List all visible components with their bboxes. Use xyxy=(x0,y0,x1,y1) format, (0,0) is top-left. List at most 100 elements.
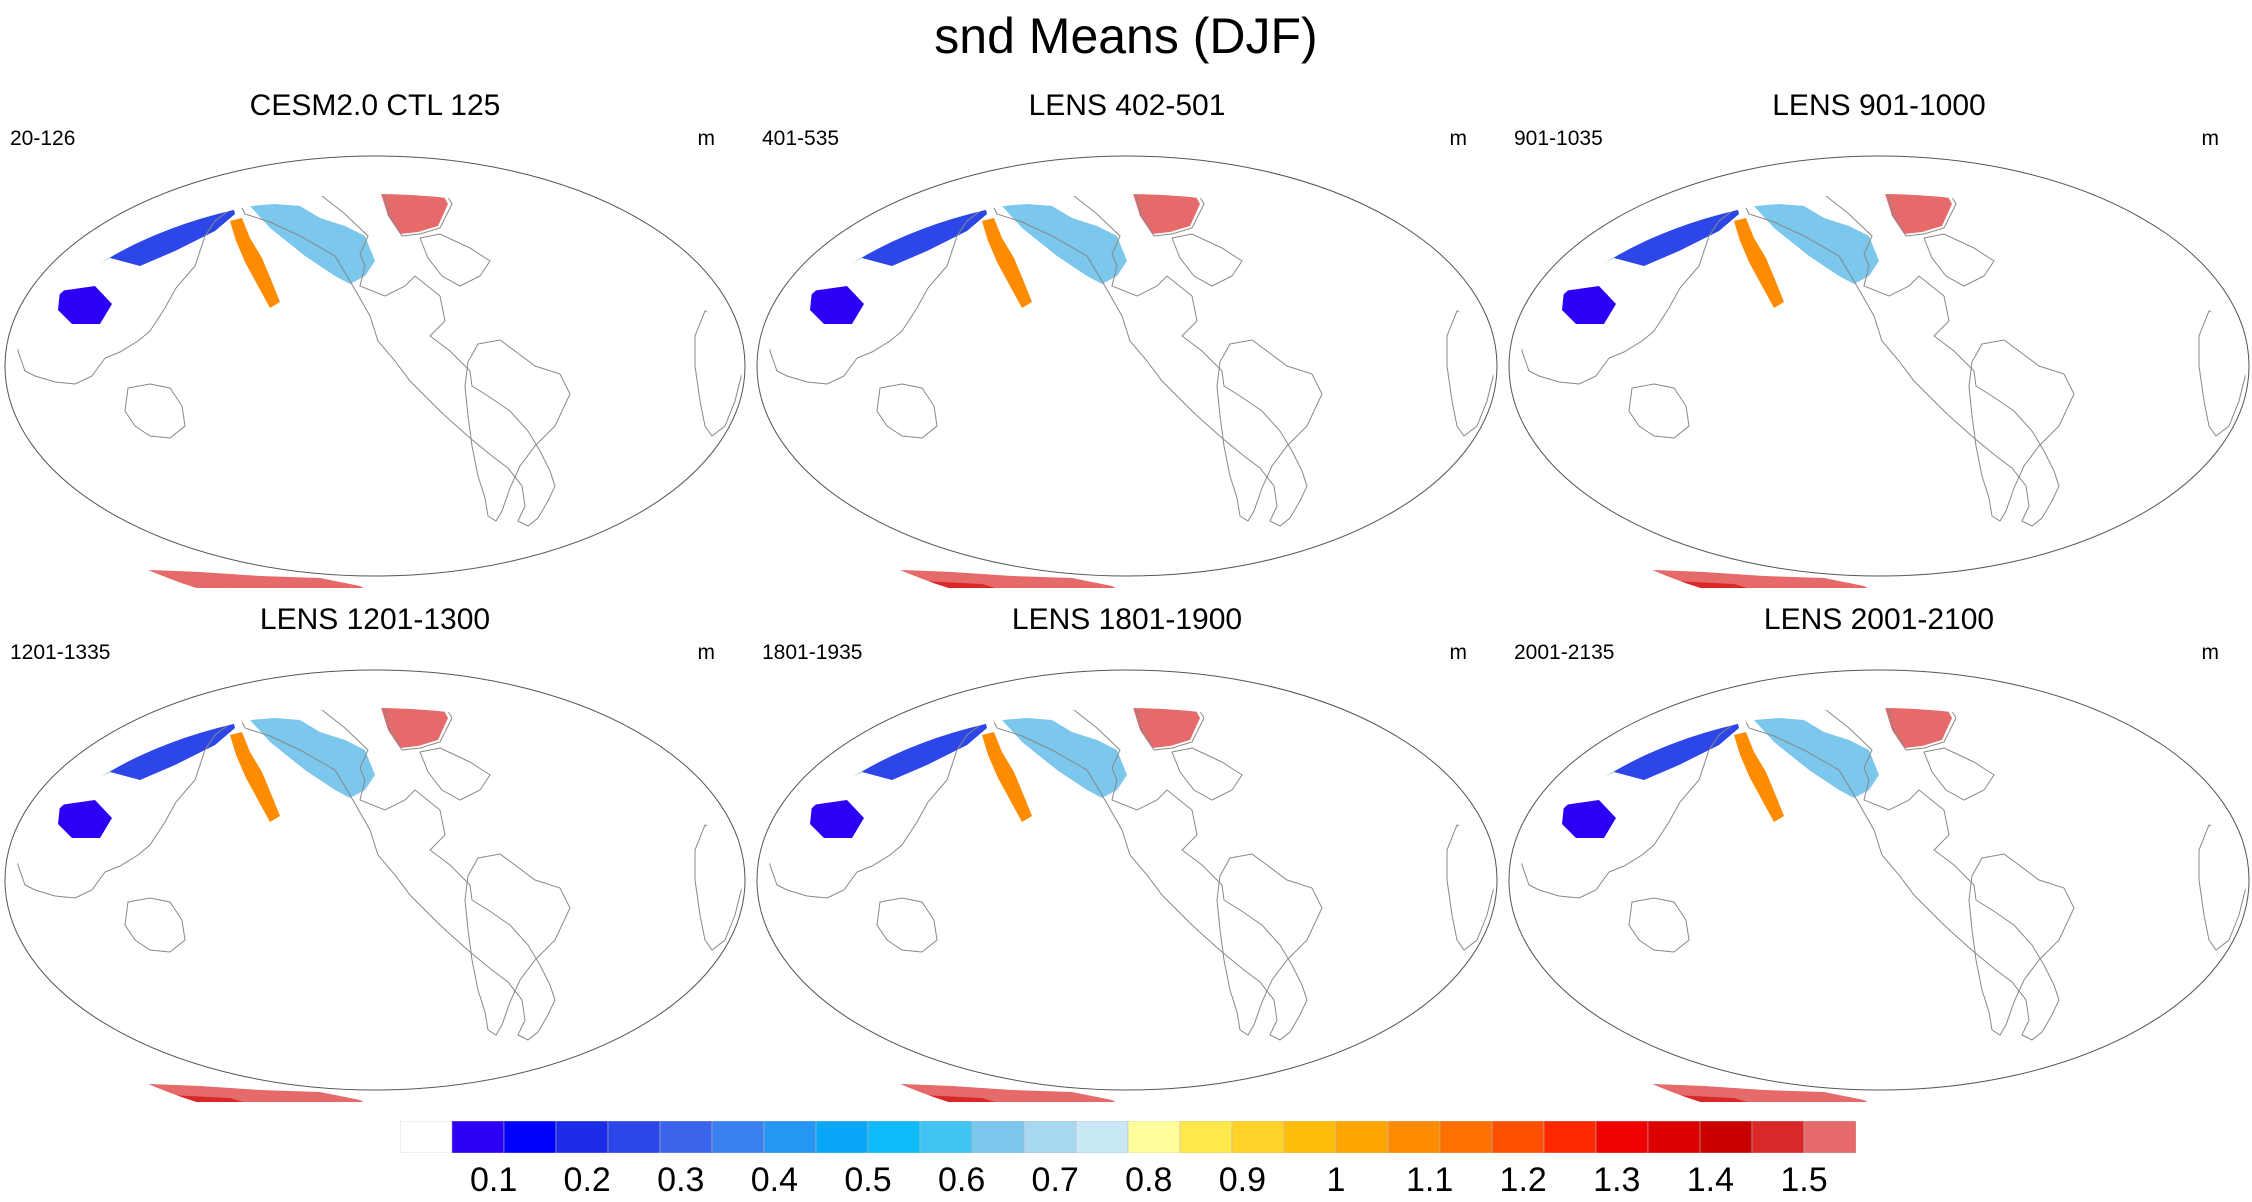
coastline xyxy=(1216,339,1323,522)
map-panel: CESM2.0 CTL 125 20-126 m xyxy=(0,88,750,588)
snow-western-cordillera xyxy=(230,732,280,822)
coastline xyxy=(419,747,491,801)
colorbar-swatch xyxy=(555,1121,609,1153)
map-boundary xyxy=(1508,669,2250,1091)
colorbar-swatch xyxy=(1595,1121,1649,1153)
colorbar xyxy=(400,1121,1856,1153)
colorbar-swatch xyxy=(919,1121,973,1153)
colorbar-swatch xyxy=(659,1121,713,1153)
colorbar-swatch xyxy=(607,1121,661,1153)
panel-units: m xyxy=(1449,127,1468,150)
snow-greenland xyxy=(1882,708,1952,748)
snow-north-america xyxy=(250,204,375,284)
snow-north-america xyxy=(1754,718,1879,798)
coastline xyxy=(1131,194,1205,237)
coastline xyxy=(1628,383,1690,439)
snow-tibet xyxy=(58,800,112,838)
snow-eurasia xyxy=(792,708,987,788)
snow-tibet xyxy=(810,286,864,324)
coastline xyxy=(124,897,186,953)
colorbar-swatch xyxy=(1075,1121,1129,1153)
world-map xyxy=(756,669,1498,1102)
coastline xyxy=(694,310,745,437)
snow-tibet xyxy=(810,800,864,838)
colorbar-swatch xyxy=(711,1121,765,1153)
coastline xyxy=(1883,194,1957,237)
map-boundary xyxy=(4,669,746,1091)
colorbar-tick-label: 1.4 xyxy=(1686,1161,1735,1199)
coastline xyxy=(379,194,453,237)
world-map xyxy=(4,669,746,1102)
colorbar-swatch xyxy=(1231,1121,1285,1153)
snow-greenland xyxy=(1130,194,1200,234)
colorbar-swatch xyxy=(1127,1121,1181,1153)
coastline xyxy=(1171,747,1243,801)
snow-tibet xyxy=(58,286,112,324)
snow-antarctica xyxy=(110,1084,395,1102)
coastline xyxy=(1446,824,1497,951)
snow-eurasia xyxy=(40,708,235,788)
colorbar-tick-label: 1.1 xyxy=(1405,1161,1454,1199)
map-panel: LENS 402-501 401-535 m xyxy=(752,88,1502,588)
snow-western-cordillera xyxy=(1734,732,1784,822)
panel-title: LENS 1801-1900 xyxy=(1011,603,1243,636)
snow-western-cordillera xyxy=(230,218,280,308)
snow-eurasia xyxy=(1544,194,1739,274)
snow-north-america xyxy=(1002,718,1127,798)
snow-tibet xyxy=(1562,800,1616,838)
colorbar-swatch xyxy=(503,1121,557,1153)
coastline xyxy=(1923,233,1995,287)
snow-western-cordillera xyxy=(1734,218,1784,308)
coastline xyxy=(14,708,236,899)
colorbar-swatch xyxy=(451,1121,505,1153)
panel-year-range: 20-126 xyxy=(10,127,76,150)
colorbar-swatch xyxy=(971,1121,1025,1153)
coastline xyxy=(876,383,938,439)
snow-antarctica xyxy=(1614,1084,1899,1102)
coastline xyxy=(1216,853,1323,1036)
panel-units: m xyxy=(697,641,716,664)
coastline xyxy=(1741,194,2060,527)
snow-antarctica xyxy=(862,1084,1147,1102)
colorbar-swatch xyxy=(1023,1121,1077,1153)
coastline xyxy=(464,853,571,1036)
snow-eurasia xyxy=(792,194,987,274)
snow-greenland xyxy=(1130,708,1200,748)
coastline xyxy=(876,897,938,953)
panel-title: CESM2.0 CTL 125 xyxy=(249,89,501,122)
coastline xyxy=(1923,747,1995,801)
colorbar-swatch xyxy=(400,1121,453,1153)
colorbar-labels: 0.1 0.2 0.3 0.4 0.5 0.6 0.7 0.8 0.9 1 1.1 1.2 1.3 1.4… xyxy=(400,1160,1856,1200)
colorbar-tick-label: 0.8 xyxy=(1125,1161,1173,1199)
map-panel: LENS 1201-1300 1201-1335 m xyxy=(0,602,750,1102)
panel-title: LENS 901-1000 xyxy=(1772,89,1986,122)
map-boundary xyxy=(756,669,1498,1091)
colorbar-tick-label: 0.2 xyxy=(563,1161,611,1199)
colorbar-tick-label: 0.9 xyxy=(1218,1161,1267,1199)
coastline xyxy=(1446,310,1497,437)
panel-year-range: 1201-1335 xyxy=(10,641,111,664)
snow-antarctica xyxy=(110,570,395,588)
colorbar-tick-label: 1 xyxy=(1326,1161,1346,1199)
map-panel: LENS 2001-2100 2001-2135 m xyxy=(1504,602,2252,1102)
coastline xyxy=(1741,708,2060,1041)
colorbar-tick-label: 1.2 xyxy=(1499,1161,1547,1199)
coastline xyxy=(989,708,1308,1041)
colorbar-swatch xyxy=(763,1121,817,1153)
snow-greenland xyxy=(1882,194,1952,234)
coastline xyxy=(419,233,491,287)
colorbar-swatch xyxy=(1647,1121,1701,1153)
coastline xyxy=(14,194,236,385)
world-map xyxy=(1508,669,2250,1102)
snow-north-america xyxy=(1754,204,1879,284)
panel-units: m xyxy=(2201,641,2220,664)
panel-year-range: 901-1035 xyxy=(1514,127,1603,150)
colorbar-swatch xyxy=(1387,1121,1441,1153)
world-map xyxy=(756,155,1498,588)
panel-units: m xyxy=(2201,127,2220,150)
coastline xyxy=(237,708,556,1041)
snow-north-america xyxy=(250,718,375,798)
panel-year-range: 401-535 xyxy=(762,127,840,150)
colorbar-swatch xyxy=(867,1121,921,1153)
panel-units: m xyxy=(697,127,716,150)
